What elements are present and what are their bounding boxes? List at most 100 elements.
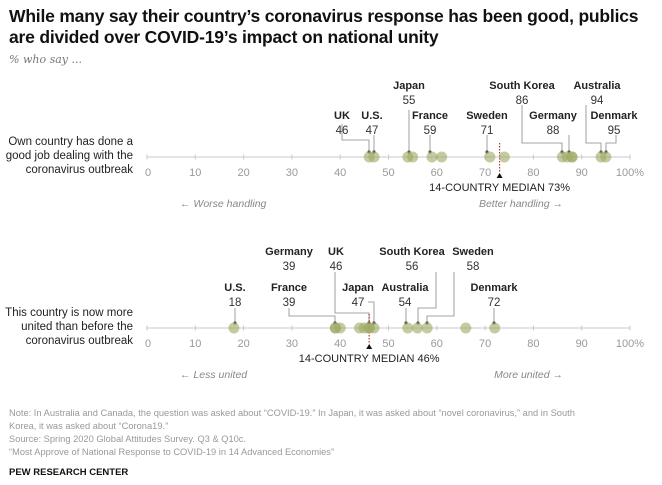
median-marker-icon	[496, 173, 503, 178]
country-label: France	[271, 282, 307, 294]
data-point-australia	[402, 322, 414, 334]
source-line: Source: Spring 2020 Global Attitudes Sur…	[9, 434, 247, 444]
row-label-line: Own country has done a	[8, 136, 133, 148]
x-tick-label: 40	[334, 167, 346, 179]
country-value-label: 86	[516, 95, 529, 107]
x-tick-label: 70	[479, 167, 491, 179]
row-label-line: united than before the	[21, 321, 133, 333]
country-label: Denmark	[470, 282, 518, 294]
pew-logo-text: PEW RESEARCH CENTER	[9, 467, 129, 478]
x-tick-label: 70	[479, 338, 491, 350]
data-point-france	[426, 151, 438, 163]
country-label: Germany	[265, 246, 314, 258]
country-value-label: 56	[406, 261, 419, 273]
x-tick-label: 30	[286, 167, 298, 179]
country-value-label: 47	[352, 297, 365, 309]
country-value-label: 88	[547, 125, 560, 137]
x-tick-label: 100%	[616, 338, 644, 350]
data-point-denmark	[600, 151, 612, 163]
x-tick-label: 60	[431, 338, 443, 350]
data-point-denmark	[489, 322, 501, 334]
x-tick-label: 80	[527, 167, 539, 179]
country-value-label: 94	[591, 95, 604, 107]
x-tick-label: 30	[286, 338, 298, 350]
x-tick-label: 90	[576, 167, 588, 179]
country-label: Australia	[573, 80, 621, 92]
country-value-label: 55	[403, 95, 416, 107]
x-tick-label: 50	[382, 167, 394, 179]
leader-line	[521, 105, 563, 152]
x-tick-label: 0	[145, 167, 151, 179]
row-label-line: good job dealing with the	[6, 150, 133, 162]
data-point	[436, 151, 448, 163]
note-line-1: Note: In Australia and Canada, the quest…	[9, 408, 575, 418]
median-label: 14-COUNTRY MEDIAN 46%	[299, 353, 440, 365]
data-point	[566, 151, 578, 163]
x-tick-label: 100%	[616, 167, 644, 179]
x-tick-label: 50	[382, 338, 394, 350]
data-point-south-korea	[411, 322, 423, 334]
country-label: Germany	[529, 110, 578, 122]
chart-title: While many say their country’s coronavir…	[9, 6, 639, 47]
country-value-label: 39	[283, 261, 296, 273]
chart-subtitle: % who say ...	[9, 53, 82, 66]
country-value-label: 46	[330, 261, 343, 273]
country-label: Sweden	[452, 246, 494, 258]
direction-right-label: Better handling →	[479, 198, 563, 210]
country-value-label: 39	[283, 297, 296, 309]
country-label: Denmark	[590, 110, 638, 122]
row-label-line: This country is now more	[5, 307, 133, 319]
median-marker-icon	[366, 344, 373, 349]
data-point-sweden	[421, 322, 433, 334]
country-label: U.S.	[224, 282, 245, 294]
panel-more-united: This country is now more united than befo…	[5, 246, 644, 381]
row-label-line: coronavirus outbreak	[26, 335, 134, 347]
country-label: Japan	[342, 282, 374, 294]
leader-line	[288, 308, 336, 323]
leader-line	[341, 124, 370, 152]
direction-left-label: ← Less united	[180, 369, 248, 381]
x-tick-label: 10	[189, 338, 201, 350]
country-label: Australia	[381, 282, 429, 294]
data-point-japan	[407, 151, 419, 163]
leader-line	[585, 105, 602, 152]
country-value-label: 47	[366, 125, 379, 137]
leader-line	[417, 272, 437, 323]
country-value-label: 71	[481, 125, 494, 137]
x-tick-label: 20	[237, 338, 249, 350]
x-tick-label: 20	[237, 167, 249, 179]
country-label: UK	[328, 246, 344, 258]
direction-right-label: More united →	[494, 369, 563, 381]
x-tick-label: 60	[431, 167, 443, 179]
x-tick-label: 80	[527, 338, 539, 350]
data-point	[334, 322, 346, 334]
dot-plot-chart: Own country has done a good job dealing w…	[5, 80, 644, 381]
data-point	[498, 151, 510, 163]
report-title: “Most Approve of National Response to CO…	[9, 447, 335, 457]
data-point	[460, 322, 472, 334]
country-label: South Korea	[379, 246, 445, 258]
country-value-label: 18	[229, 297, 242, 309]
country-value-label: 95	[608, 125, 621, 137]
data-point-sweden	[484, 151, 496, 163]
country-value-label: 72	[488, 297, 501, 309]
country-label: UK	[334, 110, 350, 122]
country-label: Japan	[393, 80, 425, 92]
country-value-label: 54	[399, 297, 412, 309]
x-tick-label: 40	[334, 338, 346, 350]
country-value-label: 58	[467, 261, 480, 273]
country-label: France	[412, 110, 448, 122]
x-tick-label: 0	[145, 338, 151, 350]
row-label-line: coronavirus outbreak	[26, 164, 134, 176]
leader-line	[368, 301, 375, 323]
x-tick-label: 10	[189, 167, 201, 179]
country-value-label: 59	[424, 125, 437, 137]
leader-line	[426, 272, 455, 323]
median-label: 14-COUNTRY MEDIAN 73%	[429, 182, 570, 194]
data-point-u-s	[368, 151, 380, 163]
country-label: U.S.	[361, 110, 382, 122]
note-line-2: Korea, it was asked about “Corona19.”	[9, 421, 169, 431]
data-point-u-s	[228, 322, 240, 334]
direction-left-label: ← Worse handling	[180, 198, 267, 210]
data-point-japan	[368, 322, 380, 334]
